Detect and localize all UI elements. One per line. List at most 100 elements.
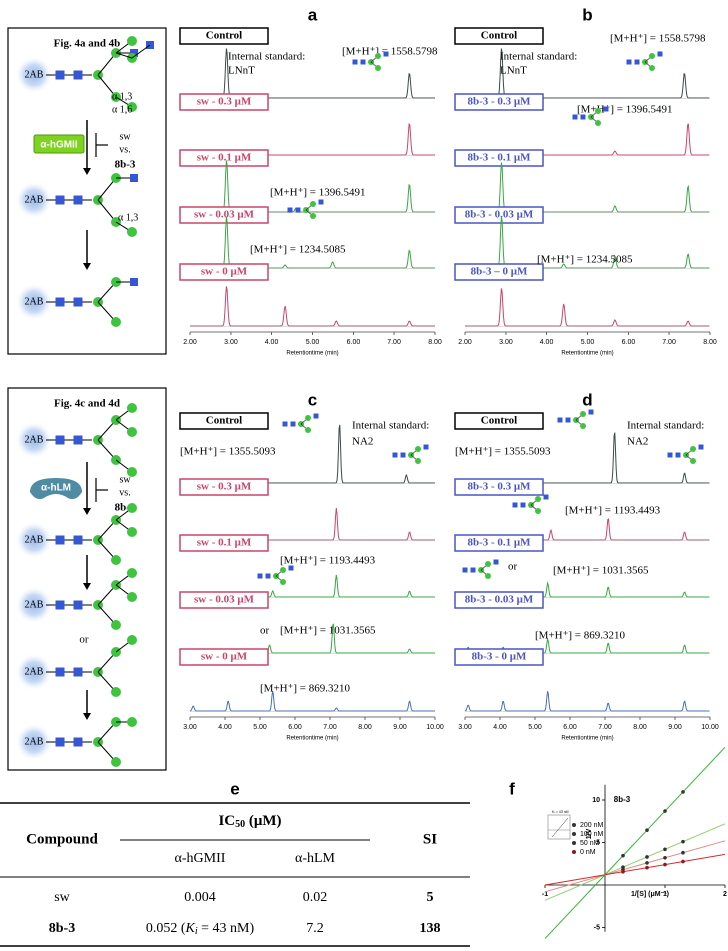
table-header: α-hLM xyxy=(295,851,336,866)
glycan-square xyxy=(130,278,138,286)
x-tick-label: 9.00 xyxy=(668,724,682,731)
glycan-square xyxy=(603,106,609,112)
trace-label-box xyxy=(179,149,269,167)
annotation: [M+H⁺] = 869.3210 xyxy=(260,683,351,695)
table-header-part: (μM) xyxy=(245,813,281,829)
annotation: [M+H⁺] = 1193.4493 xyxy=(280,555,376,567)
trace xyxy=(190,216,435,269)
annotation: [M+H⁺] = 1355.5093 xyxy=(455,446,551,458)
glycan-circle xyxy=(127,427,137,437)
glycan-circle xyxy=(663,847,667,852)
table-cell-part: 0.004 xyxy=(184,890,216,905)
glycan-square xyxy=(580,114,586,120)
table-cell-part: = 43 nM) xyxy=(198,921,255,936)
x-tick-label: 3.00 xyxy=(499,339,513,346)
trace-label-box xyxy=(454,534,544,552)
glycan-circle xyxy=(305,415,311,421)
glycan-circle xyxy=(415,458,421,464)
glycan-square xyxy=(295,207,301,213)
glycan-square xyxy=(55,70,65,80)
glycan-circle xyxy=(127,403,137,413)
glycan-circle xyxy=(127,36,137,46)
table-cell-part: i xyxy=(195,926,198,937)
glycan-square xyxy=(313,413,319,419)
glycan-square xyxy=(565,417,571,423)
trace xyxy=(465,162,710,213)
glycan-circle xyxy=(595,108,601,114)
annotation: or xyxy=(260,625,270,637)
link xyxy=(544,823,726,901)
glycan-circle xyxy=(111,757,121,767)
annotation: [M+H⁺] = 1031.3565 xyxy=(553,565,649,577)
x-tick-label: 9.00 xyxy=(393,724,407,731)
trace-label: sw - 0.3 μM xyxy=(197,96,252,108)
trace-label-box xyxy=(454,206,544,224)
glycan-square xyxy=(287,207,293,213)
scheme-top-box xyxy=(7,27,167,355)
annotation: or xyxy=(508,561,518,573)
glycan-square xyxy=(265,573,271,579)
tag-label: 2AB xyxy=(25,69,44,80)
tag-label: 2AB xyxy=(25,736,44,747)
annotation: LNnT xyxy=(500,65,527,77)
trace-label-box xyxy=(454,93,544,111)
glycan-circle xyxy=(645,828,649,832)
glycan-square xyxy=(73,600,83,610)
x-axis-label: Retentiontime (min) xyxy=(561,736,613,742)
glycan-circle xyxy=(127,527,137,537)
x-tick-label: 10.00 xyxy=(426,724,444,731)
scheme-title: Fig. 4a and 4b xyxy=(54,38,121,50)
glycan-circle xyxy=(663,856,667,860)
trace xyxy=(189,691,435,712)
x-tick-label: 7.00 xyxy=(387,339,401,346)
glycan-circle xyxy=(310,213,316,219)
enzyme-label: α-hGMII xyxy=(40,140,77,151)
trace-label: sw - 0 μM xyxy=(201,266,248,278)
link xyxy=(544,853,726,886)
x-tick-label: -1 xyxy=(542,891,548,898)
trace-label-box xyxy=(454,412,544,430)
glycan-square xyxy=(55,297,65,307)
tag-label: 2AB xyxy=(25,296,44,307)
glycan-circle xyxy=(127,467,137,477)
glycan-square xyxy=(290,421,296,427)
annotation: NA2 xyxy=(627,436,648,448)
table-cell: 7.2 xyxy=(306,921,324,936)
x-axis-label: Retentiontime (min) xyxy=(286,351,338,357)
arrow-head xyxy=(83,583,91,590)
inset-label: Kᵢ = 43 nM xyxy=(552,810,569,814)
glycan-square xyxy=(130,174,138,182)
x-tick-label: 8.00 xyxy=(703,339,717,346)
glycan-circle xyxy=(621,869,625,874)
glycan-circle xyxy=(580,423,586,429)
annotation: LNnT xyxy=(228,65,255,77)
trace-label: 8b-3 - 0.03 μM xyxy=(465,209,534,221)
table-cell-part: 0.052 ( xyxy=(146,921,186,936)
label: vs. xyxy=(119,144,130,155)
table-cell: 138 xyxy=(420,921,441,936)
link xyxy=(131,44,151,59)
annotation: [M+H⁺] = 1193.4493 xyxy=(565,505,661,517)
x-tick-label: 2.00 xyxy=(458,339,472,346)
table-header-part: IC xyxy=(218,813,235,829)
x-tick-label: 2.00 xyxy=(183,339,197,346)
glycan-square xyxy=(55,667,65,677)
panel-letter: b xyxy=(582,5,592,24)
trace-label-box xyxy=(179,263,269,281)
trace-label-box xyxy=(179,27,269,45)
x-tick-label: 8.00 xyxy=(428,339,442,346)
glycan-circle xyxy=(111,317,121,327)
glycan-circle xyxy=(127,102,137,112)
panel-letter: f xyxy=(509,779,515,798)
glycan-square xyxy=(626,59,632,65)
glycan-square xyxy=(572,114,578,120)
glycan-circle xyxy=(111,620,121,630)
x-tick-label: 3.00 xyxy=(458,724,472,731)
enzyme-shape xyxy=(30,478,82,500)
glycan-circle xyxy=(681,850,685,855)
glycan-circle xyxy=(485,561,491,567)
x-tick-label: 4.00 xyxy=(540,339,554,346)
panel-letter: d xyxy=(582,390,592,409)
y-tick-label: 5 xyxy=(596,839,600,846)
arrow-head xyxy=(83,168,91,175)
